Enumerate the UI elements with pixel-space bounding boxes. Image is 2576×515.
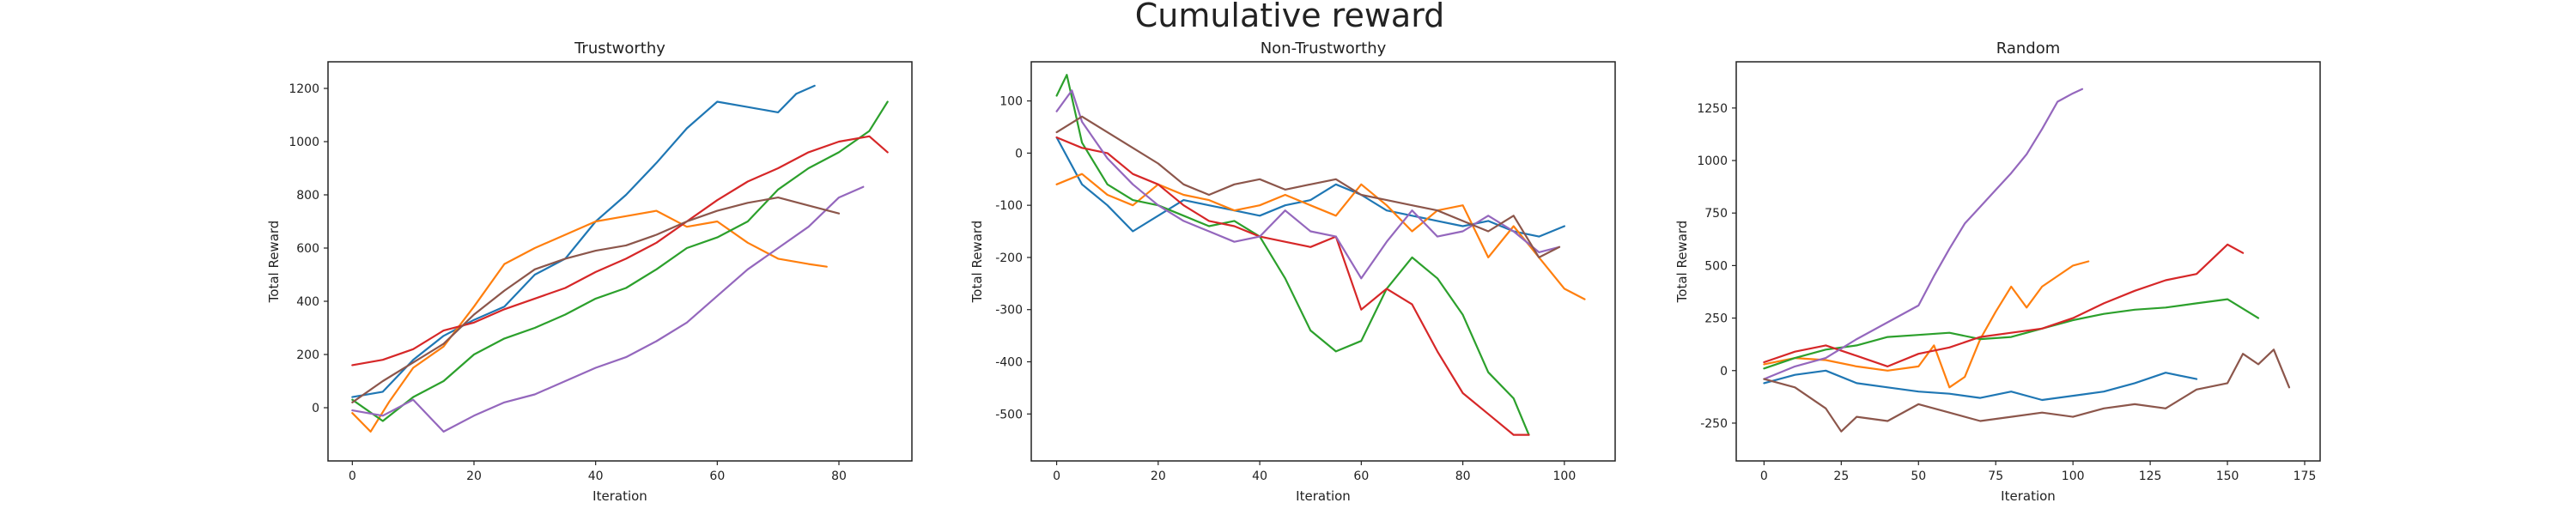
y-tick-label: 800 <box>296 189 319 203</box>
x-tick-label: 40 <box>588 470 604 483</box>
x-tick-label: 80 <box>831 470 847 483</box>
y-tick-label: -500 <box>995 408 1023 421</box>
series-line-4 <box>351 135 889 367</box>
y-tick-label: 250 <box>1704 312 1728 326</box>
x-tick-label: 50 <box>1911 470 1926 483</box>
series-line-2 <box>351 209 828 433</box>
y-axis-label: Total Reward <box>1674 221 1690 304</box>
y-tick-label: 100 <box>999 95 1023 109</box>
series-line-6 <box>1055 115 1561 258</box>
figure-title: Cumulative reward <box>1135 0 1445 34</box>
series-line-2 <box>1763 260 2090 389</box>
x-tick-label: 0 <box>349 470 356 483</box>
x-tick-label: 175 <box>2293 470 2317 483</box>
y-axis-label: Total Reward <box>969 221 985 304</box>
x-tick-label: 60 <box>1353 470 1369 483</box>
x-tick-label: 100 <box>1553 470 1577 483</box>
y-tick-label: 1250 <box>1697 102 1728 116</box>
series-line-4 <box>1763 243 2245 367</box>
y-tick-label: 1200 <box>289 82 319 96</box>
series-line-5 <box>351 185 865 433</box>
series-line-6 <box>351 197 841 403</box>
x-tick-label: 0 <box>1053 470 1060 483</box>
y-tick-label: -300 <box>995 304 1023 318</box>
x-tick-label: 25 <box>1833 470 1849 483</box>
plot-frame <box>327 61 913 462</box>
x-tick-label: 0 <box>1760 470 1768 483</box>
series-line-3 <box>351 100 889 422</box>
x-tick-label: 20 <box>1151 470 1166 483</box>
series-line-3 <box>1055 74 1530 436</box>
panel-title: Non-Trustworthy <box>1261 39 1387 58</box>
y-axis-label: Total Reward <box>266 221 282 304</box>
series-line-4 <box>1055 136 1530 436</box>
x-tick-label: 60 <box>709 470 725 483</box>
series-line-3 <box>1763 298 2260 370</box>
x-tick-label: 150 <box>2216 470 2239 483</box>
series-line-5 <box>1055 89 1561 280</box>
x-axis-label: Iteration <box>1296 488 1351 504</box>
y-tick-label: 750 <box>1704 207 1728 221</box>
x-tick-label: 80 <box>1455 470 1471 483</box>
series-line-6 <box>1763 348 2291 433</box>
series-group <box>1763 88 2291 433</box>
x-axis-label: Iteration <box>2001 488 2056 504</box>
y-tick-label: 500 <box>1704 259 1728 273</box>
panel-title: Trustworthy <box>574 39 665 58</box>
x-tick-label: 75 <box>1988 470 2003 483</box>
series-line-1 <box>1763 369 2198 402</box>
y-tick-label: 0 <box>1015 147 1023 161</box>
series-group <box>351 84 889 433</box>
x-tick-label: 20 <box>466 470 482 483</box>
x-tick-label: 40 <box>1252 470 1267 483</box>
y-tick-label: -400 <box>995 356 1023 370</box>
y-tick-label: 0 <box>312 402 319 415</box>
series-line-5 <box>1763 88 2084 380</box>
y-tick-label: 200 <box>296 348 319 362</box>
x-axis-label: Iteration <box>592 488 647 504</box>
y-tick-label: -100 <box>995 199 1023 213</box>
y-tick-label: 1000 <box>1697 154 1728 168</box>
plot-frame <box>1030 61 1616 462</box>
y-tick-label: 1000 <box>289 136 319 149</box>
chart-panel-3: Random 0 25 50 75 100 125 150 175 -250 0 250 500 750 1… <box>1674 39 2321 504</box>
y-tick-label: 600 <box>296 242 319 256</box>
plot-frame <box>1735 61 2321 462</box>
y-tick-label: 0 <box>1720 365 1728 379</box>
chart-panel-2: Non-Trustworthy 0 20 40 60 80 100 -500 -400 -300 -… <box>969 39 1616 504</box>
series-line-1 <box>1055 136 1565 238</box>
y-tick-label: -200 <box>995 251 1023 265</box>
y-tick-label: -250 <box>1700 417 1728 431</box>
y-tick-label: 400 <box>296 295 319 309</box>
series-group <box>1055 74 1586 436</box>
panel-title: Random <box>1996 39 2061 58</box>
x-tick-label: 125 <box>2139 470 2162 483</box>
x-tick-label: 100 <box>2062 470 2085 483</box>
